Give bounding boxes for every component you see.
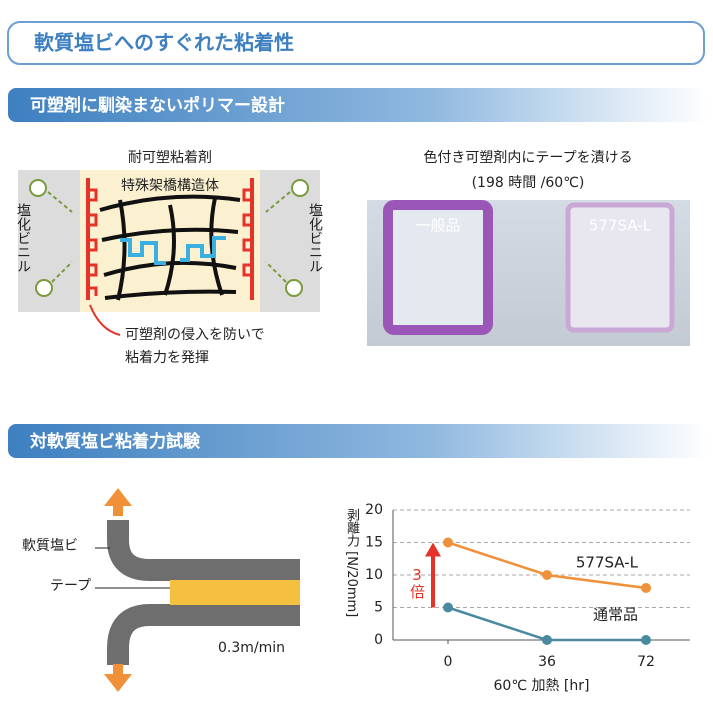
chart: 0 5 10 15 20 0 36 72 60℃ 加熱 [hr] 577SA-L 通常品 <box>365 502 690 694</box>
y-tick-label: 20 <box>365 502 383 518</box>
material-label: テープ <box>50 578 91 594</box>
point <box>542 635 552 645</box>
y-tick-label: 15 <box>365 535 383 551</box>
core-label: 特殊架橋構造体 <box>121 178 219 194</box>
x-tick-label: 36 <box>538 654 556 670</box>
point <box>443 537 453 548</box>
point <box>641 635 651 645</box>
point <box>542 570 552 580</box>
side-label: 塩化ビニル <box>307 203 323 273</box>
title-box <box>7 21 705 65</box>
speed-label: 0.3m/min <box>218 640 285 656</box>
series-label: 577SA-L <box>576 554 639 572</box>
y-tick-label: 10 <box>365 567 383 583</box>
caption: 粘着力を発揮 <box>125 350 209 366</box>
material-label: 軟質塩ビ <box>22 538 78 554</box>
sample-577 <box>565 202 675 333</box>
y-tick-label: 5 <box>374 600 383 616</box>
sample-label: 577SA-L <box>589 217 652 235</box>
series-label: 通常品 <box>593 606 638 624</box>
photo-caption: 色付き可塑剤内にテープを漬ける <box>423 149 632 166</box>
point <box>443 602 453 613</box>
caption: 可塑剤の侵入を防いで <box>125 326 265 343</box>
sample-label: 一般品 <box>415 217 460 235</box>
y-tick-label: 0 <box>374 632 383 648</box>
y-axis-label: 剥離力 [N/20mm] <box>344 508 359 618</box>
point <box>641 583 651 593</box>
x-tick-label: 0 <box>444 654 453 670</box>
diagram-title: 耐可塑粘着剤 <box>128 150 212 166</box>
photo-caption: (198 時間 /60℃) <box>472 175 585 191</box>
adhesive-diagram <box>18 170 320 336</box>
side-label: 塩化ビニル <box>15 203 31 273</box>
x-tick-label: 72 <box>637 654 655 670</box>
peel-diagram <box>95 488 300 692</box>
sample-general <box>383 200 493 335</box>
x-axis-label: 60℃ 加熱 [hr] <box>494 678 590 694</box>
section-heading: 可塑剤に馴染まないポリマー設計 <box>30 95 285 116</box>
section-bar <box>8 88 708 122</box>
page-title: 軟質塩ビへのすぐれた粘着性 <box>34 31 294 55</box>
section-heading: 対軟質塩ビ粘着力試験 <box>29 431 201 452</box>
section-bar <box>8 424 708 458</box>
annotation-arrow-head <box>425 542 441 557</box>
annotation: 3倍 <box>408 566 426 599</box>
